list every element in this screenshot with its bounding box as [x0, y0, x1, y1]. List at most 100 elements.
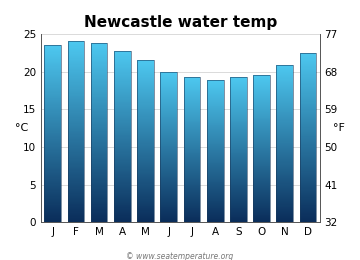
Bar: [276, 103, 293, 104]
Bar: [207, 185, 224, 186]
Bar: [300, 113, 316, 114]
Bar: [137, 171, 154, 172]
Bar: [91, 109, 108, 110]
Bar: [137, 108, 154, 109]
Bar: [276, 80, 293, 81]
Bar: [230, 80, 247, 81]
Bar: [91, 200, 108, 201]
Bar: [207, 140, 224, 141]
Bar: [91, 195, 108, 196]
Bar: [44, 172, 61, 173]
Bar: [91, 129, 108, 130]
Bar: [184, 84, 200, 85]
Bar: [253, 213, 270, 214]
Bar: [44, 45, 61, 222]
Bar: [114, 52, 131, 53]
Bar: [276, 220, 293, 221]
Bar: [184, 95, 200, 96]
Bar: [230, 180, 247, 181]
Bar: [184, 120, 200, 121]
Bar: [276, 130, 293, 131]
Bar: [68, 43, 84, 44]
Bar: [276, 114, 293, 115]
Bar: [91, 57, 108, 58]
Bar: [68, 205, 84, 207]
Bar: [91, 102, 108, 103]
Bar: [91, 78, 108, 79]
Bar: [253, 190, 270, 191]
Bar: [114, 151, 131, 152]
Bar: [137, 113, 154, 114]
Bar: [230, 93, 247, 94]
Bar: [253, 118, 270, 119]
Bar: [68, 58, 84, 60]
Bar: [184, 109, 200, 110]
Bar: [137, 212, 154, 213]
Bar: [276, 192, 293, 193]
Bar: [44, 213, 61, 214]
Bar: [300, 173, 316, 174]
Bar: [68, 175, 84, 177]
Bar: [161, 180, 177, 181]
Bar: [137, 137, 154, 138]
Bar: [114, 69, 131, 70]
Bar: [253, 95, 270, 96]
Bar: [300, 66, 316, 68]
Bar: [230, 104, 247, 105]
Bar: [253, 141, 270, 142]
Bar: [253, 104, 270, 105]
Bar: [68, 110, 84, 112]
Bar: [114, 85, 131, 86]
Bar: [207, 128, 224, 129]
Bar: [137, 187, 154, 188]
Bar: [300, 220, 316, 221]
Bar: [276, 196, 293, 197]
Bar: [300, 170, 316, 172]
Bar: [114, 199, 131, 200]
Bar: [161, 178, 177, 179]
Bar: [207, 118, 224, 119]
Bar: [161, 144, 177, 145]
Bar: [184, 193, 200, 194]
Bar: [137, 220, 154, 221]
Bar: [91, 54, 108, 55]
Bar: [230, 112, 247, 113]
Bar: [230, 110, 247, 111]
Bar: [91, 142, 108, 144]
Bar: [276, 210, 293, 211]
Bar: [68, 113, 84, 114]
Bar: [137, 218, 154, 219]
Bar: [44, 159, 61, 160]
Bar: [161, 128, 177, 129]
Bar: [161, 210, 177, 211]
Bar: [207, 122, 224, 123]
Bar: [230, 131, 247, 132]
Bar: [207, 208, 224, 209]
Bar: [91, 100, 108, 102]
Bar: [253, 124, 270, 125]
Bar: [207, 217, 224, 218]
Bar: [44, 115, 61, 116]
Bar: [91, 198, 108, 200]
Bar: [44, 174, 61, 175]
Bar: [300, 179, 316, 180]
Bar: [44, 188, 61, 189]
Bar: [276, 127, 293, 128]
Bar: [184, 90, 200, 92]
Bar: [114, 134, 131, 135]
Bar: [68, 52, 84, 54]
Bar: [207, 204, 224, 205]
Bar: [207, 133, 224, 134]
Bar: [184, 110, 200, 111]
Bar: [161, 184, 177, 185]
Bar: [276, 104, 293, 105]
Bar: [253, 114, 270, 115]
Bar: [276, 218, 293, 219]
Bar: [44, 69, 61, 70]
Bar: [276, 153, 293, 154]
Bar: [44, 221, 61, 222]
Bar: [137, 102, 154, 103]
Bar: [44, 140, 61, 141]
Bar: [44, 173, 61, 174]
Bar: [184, 205, 200, 206]
